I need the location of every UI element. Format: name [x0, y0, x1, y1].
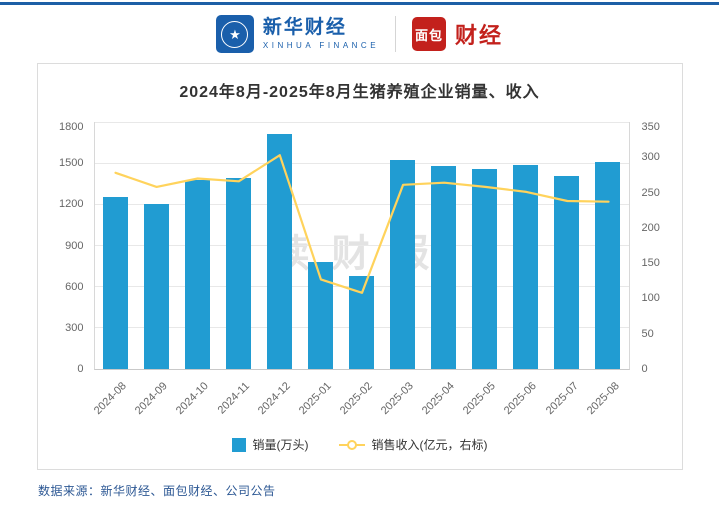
x-axis-tick: 2025-08 [584, 380, 622, 418]
right-axis-tick: 50 [641, 327, 654, 340]
line-marker-dot [346, 439, 357, 450]
x-axis-tick: 2025-05 [461, 380, 499, 418]
bar [184, 179, 210, 369]
bar [513, 164, 539, 369]
left-axis-tick: 600 [65, 280, 84, 293]
right-axis-tick: 150 [641, 257, 660, 270]
bar [554, 175, 580, 369]
bar [102, 197, 128, 369]
x-axis-tick: 2024-08 [91, 380, 129, 418]
left-axis-tick: 1200 [59, 198, 84, 211]
bar-series-label: 销量(万头) [252, 438, 309, 452]
legend-item-volume: 销量(万头) [231, 436, 309, 453]
legend: 销量(万头) 销售收入(亿元，右标) [48, 434, 672, 459]
xinhua-finance-logo: ★ 新华财经 XINHUA FINANCE [215, 15, 379, 53]
x-axis-tick: 2024-12 [255, 380, 293, 418]
revenue-line [113, 154, 610, 294]
right-axis-tick: 100 [641, 292, 660, 305]
left-axis-tick: 300 [65, 321, 84, 334]
header-divider [395, 16, 397, 52]
right-axis-tick: 300 [641, 151, 660, 164]
bar [431, 165, 457, 369]
x-axis-labels: 2024-08 2024-09 2024-10 2024-11 2024-12 2025-… [91, 370, 630, 428]
x-axis-tick: 2025-02 [337, 380, 375, 418]
bar [225, 178, 251, 369]
right-axis-tick: 350 [641, 121, 660, 133]
xinhua-name: 新华财经 [262, 17, 347, 39]
chart-body: 0 300 600 900 1200 1500 1800 0 50 100 150 200 250 30… [48, 121, 672, 434]
gridline [94, 162, 629, 164]
x-axis-tick: 2025-01 [296, 380, 334, 418]
x-axis-tick: 2025-06 [502, 380, 540, 418]
bar [595, 161, 621, 369]
x-axis-tick: 2025-07 [543, 380, 581, 418]
plot-area: 读财报 [93, 121, 630, 370]
line-series-label: 销售收入(亿元，右标) [371, 438, 488, 452]
bar-series-swatch [231, 437, 246, 452]
legend-item-revenue: 销售收入(亿元，右标) [338, 436, 488, 453]
right-axis-tick: 200 [641, 221, 660, 234]
left-axis-tick: 1800 [59, 121, 84, 133]
gridline [94, 121, 629, 123]
xinhua-subtitle: XINHUA FINANCE [262, 41, 380, 51]
x-axis-tick: 2024-11 [215, 380, 252, 417]
gridline [94, 245, 629, 246]
chart-title: 2024年8月-2025年8月生猪养殖企业销量、收入 [179, 84, 540, 101]
bar [266, 133, 292, 369]
x-axis-tick: 2024-09 [132, 380, 170, 418]
top-accent-strip [0, 2, 719, 5]
left-axis-tick: 900 [65, 239, 84, 252]
mianbao-finance-logo: 面包 财经 [412, 17, 503, 51]
x-axis-tick: 2025-04 [420, 380, 458, 418]
mianbao-name: 财经 [455, 23, 504, 48]
right-axis: 0 50 100 150 200 250 300 350 [634, 121, 672, 375]
left-axis-tick: 0 [77, 363, 84, 375]
line-series-marker [338, 438, 365, 452]
xinhua-logo-text: 新华财经 XINHUA FINANCE [263, 17, 379, 50]
left-axis: 0 300 600 900 1200 1500 1800 [48, 121, 90, 375]
gridline [94, 203, 629, 205]
data-source-note: 数据来源：新华财经、面包财经、公司公告 [38, 484, 276, 498]
mianbao-logo-icon: 面包 [412, 17, 447, 51]
x-axis-tick: 2024-10 [173, 380, 211, 418]
chart-card: 2024年8月-2025年8月生猪养殖企业销量、收入 0 300 600 900 120… [36, 63, 683, 470]
left-axis-tick: 1500 [59, 157, 84, 170]
header: ★ 新华财经 XINHUA FINANCE 面包 财经 [0, 5, 719, 59]
bar [390, 159, 416, 369]
x-axis-tick: 2025-03 [379, 380, 417, 418]
xinhua-logo-icon: ★ [215, 15, 254, 53]
mianbao-icon-text: 面包 [415, 27, 444, 43]
bar [143, 204, 169, 369]
right-axis-tick: 250 [641, 186, 660, 199]
bar [472, 169, 498, 369]
globe-star-icon: ★ [221, 20, 249, 48]
right-axis-tick: 0 [641, 363, 648, 375]
